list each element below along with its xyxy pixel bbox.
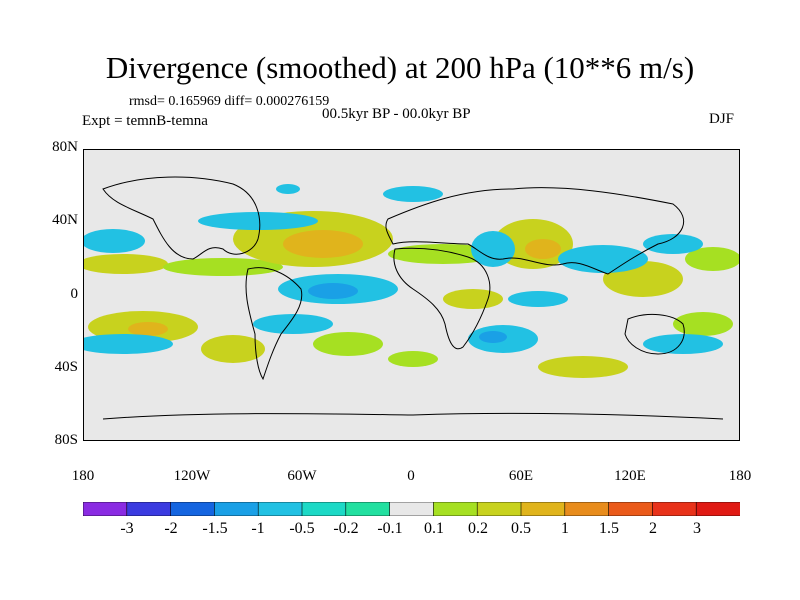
positive-anomaly xyxy=(443,289,503,309)
colorbar-cell xyxy=(301,502,347,516)
positive-anomaly xyxy=(128,322,168,336)
stats-line: rmsd= 0.165969 diff= 0.000276159 xyxy=(129,94,330,109)
eurasia-coast xyxy=(385,187,685,275)
positive-anomaly xyxy=(388,351,438,367)
divergence-map xyxy=(83,149,740,441)
negative-anomaly xyxy=(471,231,515,267)
positive-anomaly xyxy=(538,356,628,378)
colorbar-cell xyxy=(695,502,740,516)
colorbar-label: -1 xyxy=(251,520,265,537)
y-tick-label: 40S xyxy=(54,359,78,375)
coastlines xyxy=(102,176,724,420)
colorbar-cell xyxy=(126,502,172,516)
colorbar-label: 1 xyxy=(561,520,569,537)
colorbar-label: 3 xyxy=(693,520,701,537)
colorbar-cell xyxy=(389,502,435,516)
positive-anomaly xyxy=(313,332,383,356)
colorbar-cell xyxy=(433,502,478,516)
colorbar-cell xyxy=(520,502,566,516)
positive-anomaly xyxy=(283,230,363,258)
south-america-coast xyxy=(245,267,303,381)
period-label: 00.5kyr BP - 00.0kyr BP xyxy=(322,106,471,122)
negative-anomaly xyxy=(198,212,318,230)
negative-anomaly xyxy=(479,331,507,343)
antarctica-coast xyxy=(102,412,724,420)
positive-anomaly xyxy=(685,247,740,271)
colorbar-label: 0.5 xyxy=(511,520,531,537)
africa-coast xyxy=(393,247,491,350)
colorbar-cell xyxy=(170,502,216,516)
negative-anomaly xyxy=(643,334,723,354)
x-tick-label: 120W xyxy=(173,468,211,484)
colorbar-label: 1.5 xyxy=(599,520,619,537)
y-tick-label: 80N xyxy=(52,139,78,155)
colorbar-label: -0.2 xyxy=(333,520,359,537)
experiment-label: Expt = temnB-temna xyxy=(82,113,208,129)
colorbar-cell xyxy=(214,502,259,516)
colorbar-cell xyxy=(345,502,391,516)
x-tick-label: 180 xyxy=(71,468,95,484)
y-tick-label: 0 xyxy=(70,286,79,302)
negative-anomaly xyxy=(558,245,648,273)
australia-coast xyxy=(624,313,685,355)
x-tick-label: 120E xyxy=(614,468,646,484)
map-border xyxy=(83,149,740,441)
north-america-coast xyxy=(102,176,261,260)
x-tick-label: 60W xyxy=(287,468,317,484)
negative-anomaly xyxy=(276,184,300,194)
negative-anomaly xyxy=(643,234,703,254)
colorbar-cell xyxy=(652,502,697,516)
colorbar xyxy=(83,502,740,516)
season-label: DJF xyxy=(709,111,735,127)
x-tick-label: 0 xyxy=(407,468,415,484)
colorbar-cell xyxy=(608,502,654,516)
negative-anomaly xyxy=(253,314,333,334)
colorbar-label: 0.2 xyxy=(468,520,488,537)
positive-anomaly xyxy=(388,244,498,264)
positive-anomaly xyxy=(83,254,168,274)
colorbar-cell xyxy=(257,502,303,516)
colorbar-label: -0.5 xyxy=(289,520,315,537)
positive-anomaly xyxy=(163,258,283,276)
positive-anomaly xyxy=(673,312,733,336)
negative-anomaly xyxy=(508,291,568,307)
colorbar-cell xyxy=(83,502,128,516)
anomaly-fields xyxy=(83,184,740,378)
negative-anomaly xyxy=(383,186,443,202)
positive-anomaly xyxy=(525,239,561,259)
negative-anomaly xyxy=(83,334,173,354)
colorbar-label: -0.1 xyxy=(377,520,403,537)
positive-anomaly xyxy=(201,335,265,363)
x-tick-label: 60E xyxy=(508,468,534,484)
colorbar-label: 2 xyxy=(649,520,657,537)
negative-anomaly xyxy=(308,283,358,299)
x-tick-label: 180 xyxy=(728,468,752,484)
negative-anomaly xyxy=(83,229,145,253)
colorbar-label: -1.5 xyxy=(202,520,228,537)
y-tick-label: 80S xyxy=(54,432,78,448)
y-tick-label: 40N xyxy=(52,212,78,228)
colorbar-label: -2 xyxy=(164,520,178,537)
colorbar-cell xyxy=(476,502,522,516)
colorbar-label: -3 xyxy=(120,520,134,537)
colorbar-cell xyxy=(564,502,610,516)
colorbar-label: 0.1 xyxy=(424,520,444,537)
chart-title: Divergence (smoothed) at 200 hPa (10**6 … xyxy=(105,50,695,85)
